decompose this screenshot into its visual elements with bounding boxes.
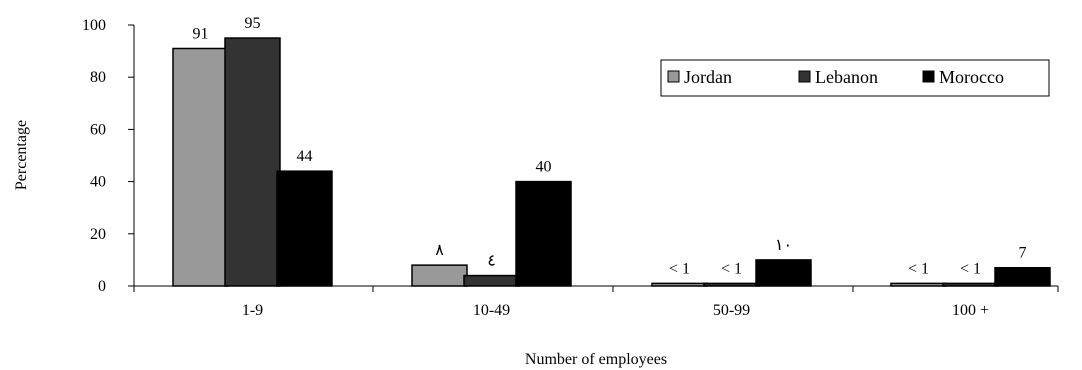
y-tick-label: 20	[90, 226, 106, 243]
bar-morocco	[994, 266, 1051, 287]
bar-morocco	[515, 180, 572, 287]
bars-layer	[172, 37, 1051, 287]
legend-swatch	[667, 70, 680, 83]
data-label: 95	[245, 15, 261, 32]
bar-morocco	[276, 170, 333, 287]
labels-layer: 91 95 44 1-9 ٨ ٤ 40 10-49 < 1 < 1 ١٠ 50-99 < 1 < 1 7 10…	[193, 15, 1027, 319]
data-label: ١٠	[775, 237, 792, 254]
data-label: 7	[1019, 245, 1027, 262]
data-label: < 1	[960, 260, 981, 277]
data-label: < 1	[721, 260, 742, 277]
data-label: ٨	[435, 242, 444, 259]
data-label: < 1	[669, 260, 690, 277]
data-label: 40	[536, 159, 552, 176]
data-label: 44	[297, 148, 313, 165]
y-tick-label: 60	[90, 121, 106, 138]
axes-layer: 0 20 40 60 80 100	[82, 17, 1059, 295]
x-axis-title: Number of employees	[525, 351, 667, 368]
bar-jordan	[411, 264, 468, 287]
bar-lebanon	[224, 37, 281, 287]
x-tick-label: 100 +	[952, 302, 989, 319]
x-tick-label: 50-99	[713, 302, 750, 319]
y-axis-title: Percentage	[13, 120, 30, 190]
y-tick-label: 100	[82, 17, 106, 34]
legend-label: Lebanon	[815, 67, 878, 87]
x-tick-label: 1-9	[242, 302, 263, 319]
legend-box	[660, 59, 1050, 97]
data-label: 91	[193, 25, 209, 42]
y-tick-label: 0	[98, 278, 106, 295]
data-label: < 1	[908, 260, 929, 277]
legend-swatch	[922, 70, 935, 83]
legend-label: Jordan	[684, 67, 732, 87]
legend-swatch	[798, 70, 811, 83]
bar-lebanon	[463, 274, 520, 287]
bar-jordan	[172, 47, 229, 287]
legend-label: Morocco	[939, 67, 1004, 87]
y-tick-label: 80	[90, 69, 106, 86]
data-label: ٤	[487, 253, 496, 270]
legend: Jordan Lebanon Morocco	[660, 59, 1050, 97]
y-tick-label: 40	[90, 174, 106, 191]
bar-morocco	[755, 259, 812, 287]
x-tick-label: 10-49	[473, 302, 510, 319]
